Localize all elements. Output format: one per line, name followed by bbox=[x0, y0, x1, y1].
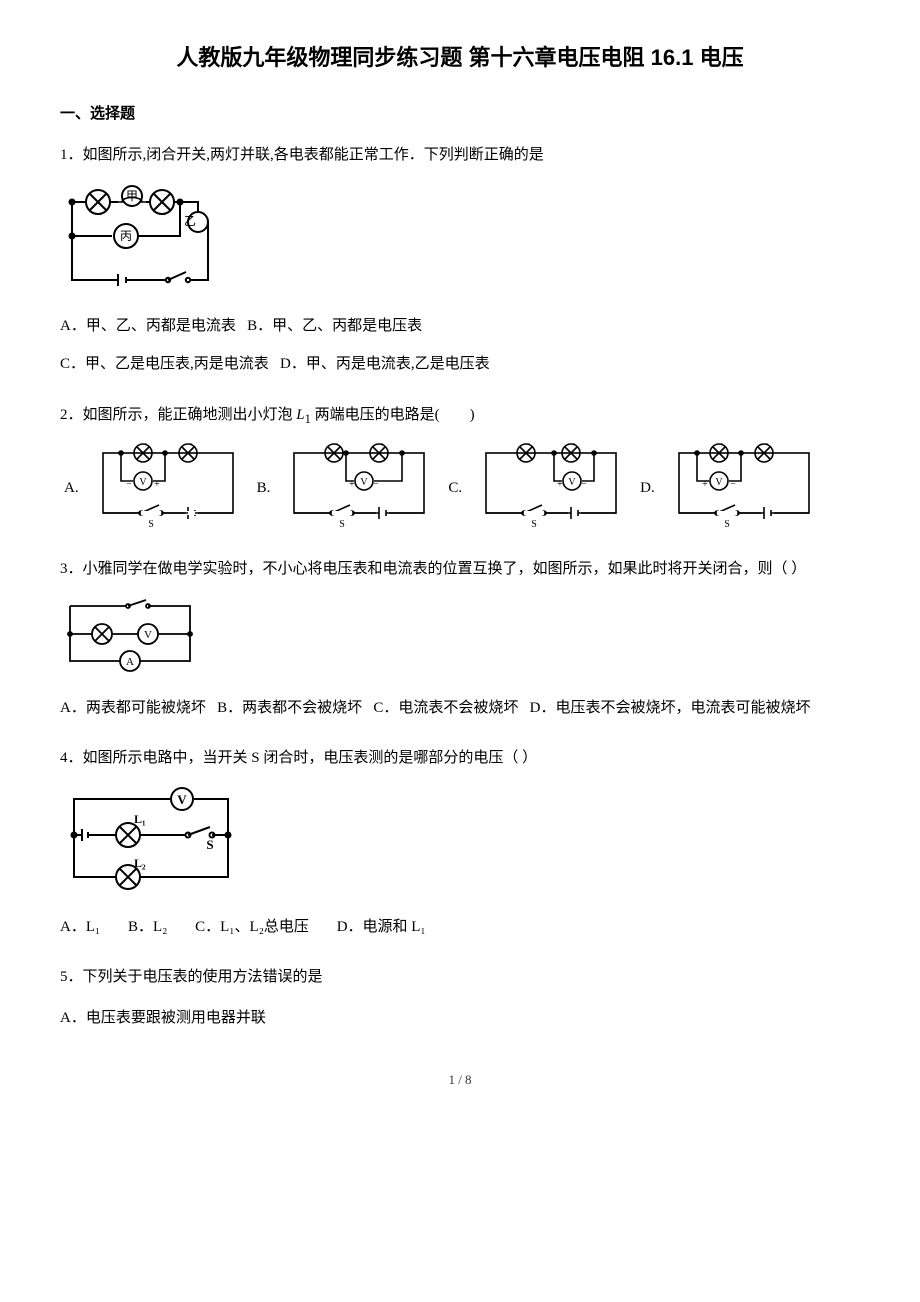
q1-label-jia: 甲 bbox=[126, 189, 138, 203]
q3-A: A bbox=[126, 656, 134, 668]
q2d-L1: L₁ bbox=[714, 443, 724, 445]
q2-lblB: B. bbox=[257, 480, 271, 497]
q4-options: A．L₁ B．L₂ C．L₁、L₂总电压 D．电源和 L₁ bbox=[60, 913, 860, 942]
q5-optA: A．电压表要跟被测用电器并联 bbox=[60, 1004, 860, 1033]
q3-text: 3．小雅同学在做电学实验时，不小心将电压表和电流表的位置互换了，如图所示，如果此… bbox=[60, 555, 860, 584]
q2-diagB: L₁ L₂ V + − S bbox=[284, 443, 434, 533]
q1-text: 1．如图所示,闭合开关,两灯并联,各电表都能正常工作．下列判断正确的是 bbox=[60, 141, 860, 170]
q5-text: 5．下列关于电压表的使用方法错误的是 bbox=[60, 963, 860, 992]
q2c-L1: L₁ bbox=[521, 443, 531, 445]
q4-L1: L₁ bbox=[134, 812, 146, 826]
question-2: 2．如图所示，能正确地测出小灯泡 L1 两端电压的电路是( ) A. bbox=[60, 401, 860, 534]
q2a-V: V bbox=[139, 477, 147, 488]
question-3: 3．小雅同学在做电学实验时，不小心将电压表和电流表的位置互换了，如图所示，如果此… bbox=[60, 555, 860, 722]
q2-diagD: L₁ L₂ V + − S bbox=[669, 443, 819, 533]
q2c-L2: L₂ bbox=[566, 443, 576, 445]
q3-V: V bbox=[144, 629, 152, 641]
question-1: 1．如图所示,闭合开关,两灯并联,各电表都能正常工作．下列判断正确的是 bbox=[60, 141, 860, 379]
q2b-L1: L₁ bbox=[330, 443, 340, 445]
q2b-S: S bbox=[340, 519, 346, 530]
q4-optB: B．L₂ bbox=[128, 919, 167, 935]
q2a-L1: L₁ bbox=[138, 443, 148, 445]
q3-options: A．两表都可能被烧坏 B．两表都不会被烧坏 C．电流表不会被烧坏 D．电压表不会… bbox=[60, 694, 860, 723]
page-number: 1 / 8 bbox=[60, 1072, 860, 1088]
q3-optB: B．两表都不会被烧坏 bbox=[217, 700, 362, 716]
q2b-V: V bbox=[361, 477, 369, 488]
q2b-plus: + bbox=[350, 479, 356, 490]
question-4: 4．如图所示电路中，当开关 S 闭合时，电压表测的是哪部分的电压（ ） bbox=[60, 744, 860, 941]
q3-optD: D．电压表不会被烧坏，电流表可能被烧坏 bbox=[530, 700, 811, 716]
q4-L2: L₂ bbox=[134, 856, 146, 870]
section-header: 一、选择题 bbox=[60, 102, 860, 123]
q2d-V: V bbox=[715, 477, 723, 488]
q2-lblC: C. bbox=[448, 480, 462, 497]
q1-options-row1: A．甲、乙、丙都是电流表 B．甲、乙、丙都是电压表 bbox=[60, 312, 860, 341]
q4-optA: A．L₁ bbox=[60, 919, 100, 935]
q1-optA: A．甲、乙、丙都是电流表 bbox=[60, 318, 236, 334]
q2-pre: 2．如图所示，能正确地测出小灯泡 bbox=[60, 407, 296, 423]
q2c-minus: − bbox=[581, 479, 587, 490]
q4-diagram: V L₁ L₂ S bbox=[60, 785, 860, 895]
q2a-plus: + bbox=[154, 479, 160, 490]
q2d-L2: L₂ bbox=[759, 443, 769, 445]
q4-optD: D．电源和 L₁ bbox=[337, 919, 426, 935]
q2d-plus: + bbox=[702, 479, 708, 490]
q2-diagrams: A. L₁ L₂ V − bbox=[60, 443, 860, 533]
q4-text: 4．如图所示电路中，当开关 S 闭合时，电压表测的是哪部分的电压（ ） bbox=[60, 744, 860, 773]
q2d-minus: − bbox=[730, 479, 736, 490]
q4-optC: C．L₁、L₂总电压 bbox=[195, 919, 309, 935]
q2-L: L bbox=[296, 407, 304, 423]
q2c-plus: + bbox=[557, 479, 563, 490]
q2a-S: S bbox=[148, 519, 154, 530]
q2b-L2: L₂ bbox=[375, 443, 385, 445]
question-5: 5．下列关于电压表的使用方法错误的是 A．电压表要跟被测用电器并联 bbox=[60, 963, 860, 1032]
q1-optC: C．甲、乙是电压表,丙是电流表 bbox=[60, 356, 269, 372]
q2a-minus: − bbox=[126, 479, 132, 490]
q3-diagram: V A bbox=[60, 596, 860, 676]
q2-text: 2．如图所示，能正确地测出小灯泡 L1 两端电压的电路是( ) bbox=[60, 401, 860, 432]
q1-label-bing: 丙 bbox=[120, 229, 132, 243]
q2-diagC: L₁ L₂ V + − S bbox=[476, 443, 626, 533]
q2b-minus: − bbox=[374, 479, 380, 490]
q2-lblA: A. bbox=[64, 480, 79, 497]
q2-post: 两端电压的电路是( ) bbox=[311, 407, 475, 423]
q4-V: V bbox=[177, 792, 187, 807]
q2c-S: S bbox=[531, 519, 537, 530]
q1-diagram: 甲 乙 丙 bbox=[60, 182, 860, 294]
q3-optC: C．电流表不会被烧坏 bbox=[373, 700, 518, 716]
q1-optB: B．甲、乙、丙都是电压表 bbox=[247, 318, 422, 334]
q1-label-yi: 乙 bbox=[184, 214, 196, 228]
q2a-L2: L₂ bbox=[183, 443, 193, 445]
q1-options-row2: C．甲、乙是电压表,丙是电流表 D．甲、丙是电流表,乙是电压表 bbox=[60, 350, 860, 379]
q2d-S: S bbox=[724, 519, 730, 530]
q1-optD: D．甲、丙是电流表,乙是电压表 bbox=[280, 356, 490, 372]
q2-diagA: L₁ L₂ V − + S bbox=[93, 443, 243, 533]
q2-lblD: D. bbox=[640, 480, 655, 497]
q2c-V: V bbox=[569, 477, 577, 488]
q4-S: S bbox=[206, 837, 213, 852]
page-title: 人教版九年级物理同步练习题 第十六章电压电阻 16.1 电压 bbox=[60, 40, 860, 72]
q3-optA: A．两表都可能被烧坏 bbox=[60, 700, 206, 716]
